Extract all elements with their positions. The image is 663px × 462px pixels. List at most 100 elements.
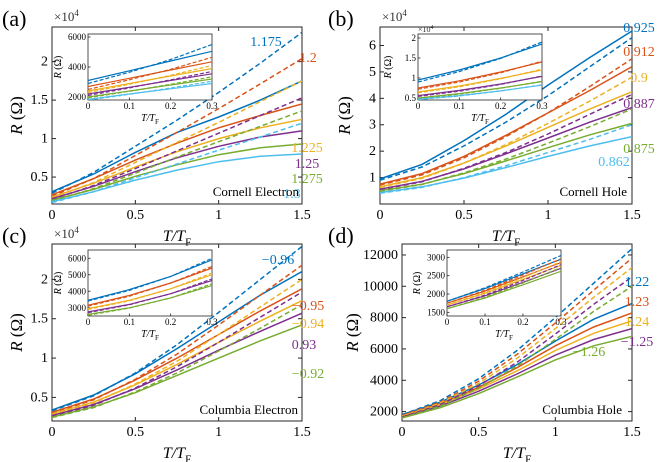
inset-line-dashed: [88, 283, 212, 316]
series-line-solid: [402, 335, 632, 419]
inset-series-group: [447, 254, 561, 310]
y-axis-label: R (Ω): [343, 313, 362, 353]
x-tick-label: 1.5: [293, 425, 311, 440]
series-group: [380, 30, 632, 194]
y-axis-label: R (Ω): [7, 96, 26, 136]
axes-frame: [379, 26, 633, 205]
y-tick-label: 10000: [363, 279, 398, 294]
series-line-dashed: [52, 122, 302, 204]
series-label: −0.96: [262, 253, 294, 268]
series-line-dashed: [52, 278, 302, 416]
inset-series-group: [88, 257, 212, 316]
panel-d: 0 0.5 1 1.5 2000 4000 6000 8000 10000 12000 1.22 1.…: [328, 223, 653, 462]
series-label: 0.925: [623, 21, 655, 36]
x-tick-label: 0.5: [470, 425, 488, 440]
x-axis-label: T/TF: [492, 228, 520, 248]
y-tick-label: 1.5: [31, 93, 49, 108]
series-label: 0.875: [623, 142, 655, 157]
series-label: 1.225: [291, 141, 323, 156]
series-label: 1.2: [299, 51, 317, 66]
inset-line-dashed: [418, 80, 542, 100]
inset-y-axis-label: R (Ω): [383, 56, 394, 80]
inset-line-dashed: [88, 76, 212, 99]
x-tick-label: 0: [49, 208, 56, 223]
panel-annotation: Columbia Hole: [542, 402, 622, 417]
inset-x-tick-label: 0.3: [555, 317, 567, 327]
inset-line-dashed: [88, 43, 212, 85]
panel-label: (c): [2, 223, 26, 248]
inset-x-tick-label: 0.3: [206, 101, 218, 111]
x-tick-label: 1: [215, 208, 222, 223]
inset-line-dashed: [447, 254, 561, 302]
inset-x-axis-label: T/TF: [471, 113, 489, 126]
exponent-label: ×104: [54, 225, 79, 241]
series-label: −0.95: [292, 299, 324, 314]
panel-label: (d): [328, 223, 354, 248]
y-tick-label: 8000: [370, 311, 398, 326]
inset-y-axis-label-text: R (Ω): [53, 56, 64, 80]
series-line-dashed: [380, 36, 632, 181]
panel-label: (a): [2, 6, 26, 31]
inset-line-dashed: [88, 64, 212, 94]
panel-annotation: Cornell Hole: [559, 184, 627, 199]
inset-y-tick-label: 1: [412, 73, 417, 83]
inset-series-group: [88, 43, 212, 100]
inset-x-tick-label: 0: [86, 317, 91, 327]
axes-frame: [51, 26, 303, 205]
x-axis-label: T/TF: [503, 445, 531, 462]
y-tick-label: 6: [369, 38, 376, 53]
inset-y-tick-label: 0.5: [405, 93, 417, 103]
inset-line-dashed: [88, 80, 212, 100]
x-axis-label: T/TF: [163, 228, 191, 248]
panel-annotation: Cornell Electron: [213, 184, 300, 199]
y-tick-label: 1: [41, 351, 48, 366]
series-label: 1.24: [625, 315, 650, 330]
inset-x-tick-label: 0.2: [495, 101, 506, 111]
y-tick-label: 1.5: [31, 312, 49, 327]
x-tick-label: 0.5: [455, 208, 473, 223]
inset: 0 0.1 0.2 0.3 1500 2000 2500 3000 T/TF R (Ω): [412, 249, 567, 342]
inset-y-tick-label: 4000: [68, 286, 87, 296]
series-line-dashed: [402, 285, 632, 419]
x-tick-label: 1.5: [293, 208, 311, 223]
inset-y-tick-label: 6000: [68, 32, 87, 42]
y-tick-label: 2: [369, 144, 376, 159]
inset-x-tick-label: 0.2: [517, 317, 528, 327]
inset: 0 0.1 0.2 0.3 0.5 1 1.5 2×104 T/TF R (Ω): [383, 25, 548, 126]
inset-y-tick-label: 3000: [68, 303, 87, 313]
inset-line-dashed: [88, 257, 212, 302]
series-group: [52, 245, 302, 419]
inset-line-dashed: [447, 267, 561, 310]
inset-x-tick-label: 0.1: [479, 317, 490, 327]
series-line-solid: [380, 91, 632, 188]
series-line-dashed: [52, 245, 302, 412]
inset-line-dashed: [418, 41, 542, 83]
series-label: 0.912: [623, 45, 655, 60]
series-label: 0.9: [630, 71, 648, 86]
inset-x-axis-label: T/TF: [141, 329, 159, 342]
inset-line-dashed: [418, 60, 542, 90]
series-line-dashed: [402, 276, 632, 418]
y-axis-label: R (Ω): [335, 96, 354, 136]
y-tick-label: 2000: [370, 405, 398, 420]
inset-x-tick-label: 0.2: [165, 101, 176, 111]
inset-line-solid: [88, 259, 212, 301]
inset-x-tick-label: 0.1: [124, 317, 135, 327]
series-line-dashed: [380, 93, 632, 191]
series-line-dashed: [52, 31, 302, 194]
inset-line-dashed: [88, 265, 212, 307]
series-label: −1.26: [573, 345, 605, 360]
series-line-dashed: [380, 108, 632, 193]
inset-y-axis-label: R (Ω): [412, 272, 423, 296]
inset-line-dashed: [418, 68, 542, 94]
series-line-dashed: [52, 264, 302, 414]
series-line-solid: [52, 143, 302, 201]
y-tick-label: 2: [41, 272, 48, 287]
panel-annotation: Columbia Electron: [199, 402, 298, 417]
inset-x-tick-label: 0: [86, 101, 91, 111]
y-axis-label-text: R (Ω): [343, 313, 362, 353]
y-tick-label: 6000: [370, 342, 398, 357]
x-tick-label: 1: [545, 208, 552, 223]
inset-y-tick-label: 2: [412, 33, 417, 43]
